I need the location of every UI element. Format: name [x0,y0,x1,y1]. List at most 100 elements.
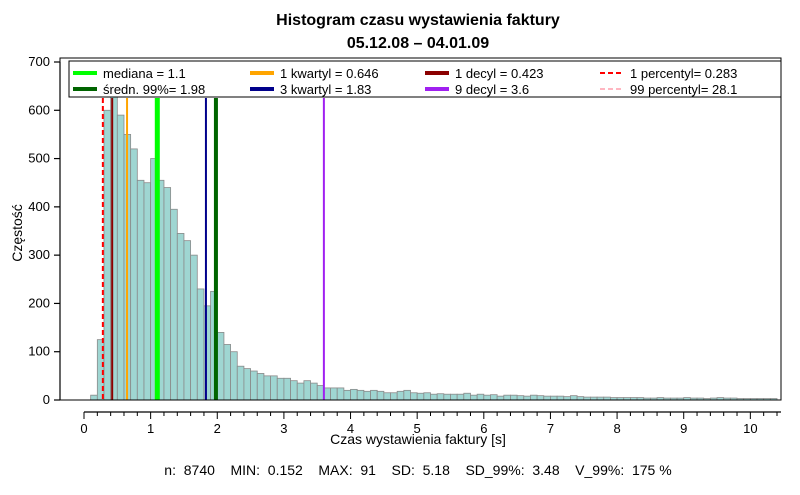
legend-label: 3 kwartyl = 1.83 [280,82,371,97]
legend-label: 1 kwartyl = 0.646 [280,66,379,81]
histogram-bar [190,254,198,401]
histogram-bar [430,393,438,401]
legend-label: średn. 99%= 1.98 [103,82,205,97]
histogram-bar [543,395,551,401]
histogram-bar [250,370,258,401]
histogram-bar [103,109,112,401]
histogram-bar [263,375,271,401]
x-tick-label: 7 [547,421,554,436]
histogram-bar [416,392,425,401]
histogram-bar [483,394,491,401]
histogram-bar [363,390,371,401]
legend-label: mediana = 1.1 [103,66,186,81]
histogram-bar [343,389,351,401]
histogram-bar [563,396,571,401]
histogram-bar [570,395,578,401]
histogram-bar [276,377,285,401]
histogram-bar [456,393,465,401]
x-tick-label: 10 [743,421,757,436]
legend-label: 99 percentyl= 28.1 [630,82,737,97]
x-axis-label: Czas wystawienia faktury [s] [330,431,506,447]
y-tick-label: 100 [28,344,50,359]
y-tick-label: 700 [28,54,50,69]
histogram-bar [176,233,185,401]
y-tick-label: 600 [28,102,50,117]
histogram-bar [216,331,225,401]
x-tick-label: 4 [347,421,354,436]
y-tick-label: 300 [28,247,50,262]
histogram-bar [556,395,565,401]
histogram-bar [143,182,152,401]
histogram-bar [370,389,378,401]
y-tick-label: 0 [43,392,50,407]
histogram-bar [310,382,318,401]
histogram-bar [296,382,305,401]
histogram-bar [236,365,245,401]
histogram-bar [396,390,405,401]
histogram-bar [516,395,525,401]
histogram-bar [390,392,398,401]
histogram-bar [196,288,205,401]
x-tick-label: 8 [613,421,620,436]
histogram-bar [490,394,498,401]
x-tick-label: 3 [280,421,287,436]
x-tick-label: 5 [414,421,421,436]
axes-group: 0 100 200 300 400 500 600 700 0 1 2 3 4 5 6 7 8 9 10 [28,54,782,436]
histogram-bar [136,179,145,401]
x-tick-label: 2 [214,421,221,436]
histogram-bar [270,375,278,401]
histogram-bar [436,393,445,401]
histogram-bar [336,387,345,401]
histogram-bar [403,389,411,401]
histogram-bar [470,394,478,401]
legend-label: 9 decyl = 3.6 [455,82,529,97]
histogram-bar [303,380,311,401]
histogram-bar [450,393,458,401]
histogram-bar [256,373,265,401]
legend-label: 1 percentyl= 0.283 [630,66,737,81]
y-tick-label: 400 [28,199,50,214]
histogram-bar [496,395,505,401]
x-tick-label: 6 [480,421,487,436]
histogram-bar [423,392,431,401]
x-tick-label: 1 [147,421,154,436]
y-axis-label: Częstość [9,204,25,262]
y-tick-label: 500 [28,151,50,166]
histogram-bar [283,377,291,401]
histogram-bar [376,390,385,401]
histogram-bar [183,240,192,401]
legend-label: 1 decyl = 0.423 [455,66,544,81]
chart-title: Histogram czasu wystawienia faktury [276,12,560,29]
histogram-bar [523,395,531,401]
histogram-bar [330,387,338,401]
chart-subtitle: 05.12.08 – 04.01.09 [347,35,489,52]
histogram-bar [170,208,178,401]
histogram-bar [536,395,545,401]
histogram-bar [383,392,391,401]
histogram-bar [550,395,558,401]
histogram-bar [230,351,238,401]
histogram-bar [503,394,511,401]
histogram-bar [476,393,485,401]
histogram-bar [530,394,538,401]
summary-statistics: n: 8740 MIN: 0.152 MAX: 91 SD: 5.18 SD_9… [164,462,671,478]
histogram-bar [463,392,471,401]
y-tick-label: 200 [28,295,50,310]
bars-group [90,61,778,401]
histogram-bar [163,187,172,401]
histogram-bar [223,344,231,401]
histogram-bar [443,393,451,401]
histogram-bar [510,394,518,401]
x-tick-label: 0 [80,421,87,436]
x-tick-label: 9 [680,421,687,436]
histogram-bar [130,148,138,401]
histogram-bar [410,392,418,401]
histogram-bar [350,388,358,401]
histogram-bar [290,380,298,401]
histogram-bar [576,396,585,401]
histogram-bar [90,394,98,401]
histogram-bar [356,389,365,401]
